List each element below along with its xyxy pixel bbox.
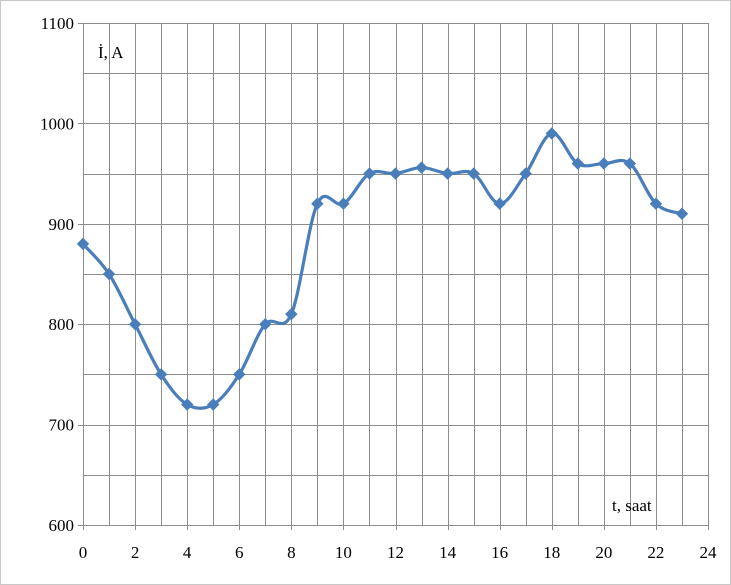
y-tick-label: 1000 (40, 114, 74, 133)
data-point (259, 317, 272, 331)
data-point (102, 267, 116, 281)
x-tick-label: 6 (235, 543, 244, 562)
data-point (389, 167, 402, 180)
data-point (233, 368, 246, 381)
y-tick-label: 700 (49, 416, 75, 435)
x-tick-label: 0 (79, 543, 88, 562)
x-tick-label: 12 (387, 543, 404, 562)
data-point (76, 237, 90, 251)
y-tick-label: 900 (49, 215, 75, 234)
data-point (623, 157, 637, 170)
x-tick-label: 24 (700, 543, 718, 562)
x-tick-label: 4 (183, 543, 192, 562)
data-point (128, 317, 142, 331)
y-tick-label: 800 (49, 315, 75, 334)
x-tick-label: 22 (647, 543, 664, 562)
data-point (363, 167, 376, 180)
data-point (337, 197, 350, 210)
data-point (597, 157, 611, 170)
x-tick-label: 18 (543, 543, 560, 562)
x-tick-label: 2 (131, 543, 140, 562)
data-point (571, 157, 584, 170)
x-tick-label: 8 (287, 543, 296, 562)
data-point (207, 398, 220, 411)
x-tick-label: 14 (439, 543, 457, 562)
data-point (311, 197, 324, 210)
y-axis-title: İ, A (98, 43, 124, 62)
series-layer (76, 127, 689, 411)
data-point (415, 161, 428, 174)
x-axis-title: t, saat (612, 496, 652, 515)
x-tick-label: 20 (595, 543, 612, 562)
data-point (649, 197, 663, 210)
data-point (545, 127, 558, 140)
y-tick-label: 1100 (41, 14, 74, 33)
x-tick-label: 10 (335, 543, 352, 562)
data-point (441, 167, 454, 180)
data-point (154, 368, 168, 381)
x-tick-label: 16 (491, 543, 508, 562)
axes (78, 23, 709, 530)
y-tick-label: 600 (49, 516, 75, 535)
data-point (467, 167, 480, 180)
data-point (493, 197, 506, 210)
data-point (519, 167, 532, 180)
data-point (285, 307, 298, 321)
data-point (180, 398, 194, 411)
data-point (675, 207, 689, 220)
grid-lines (83, 23, 709, 525)
